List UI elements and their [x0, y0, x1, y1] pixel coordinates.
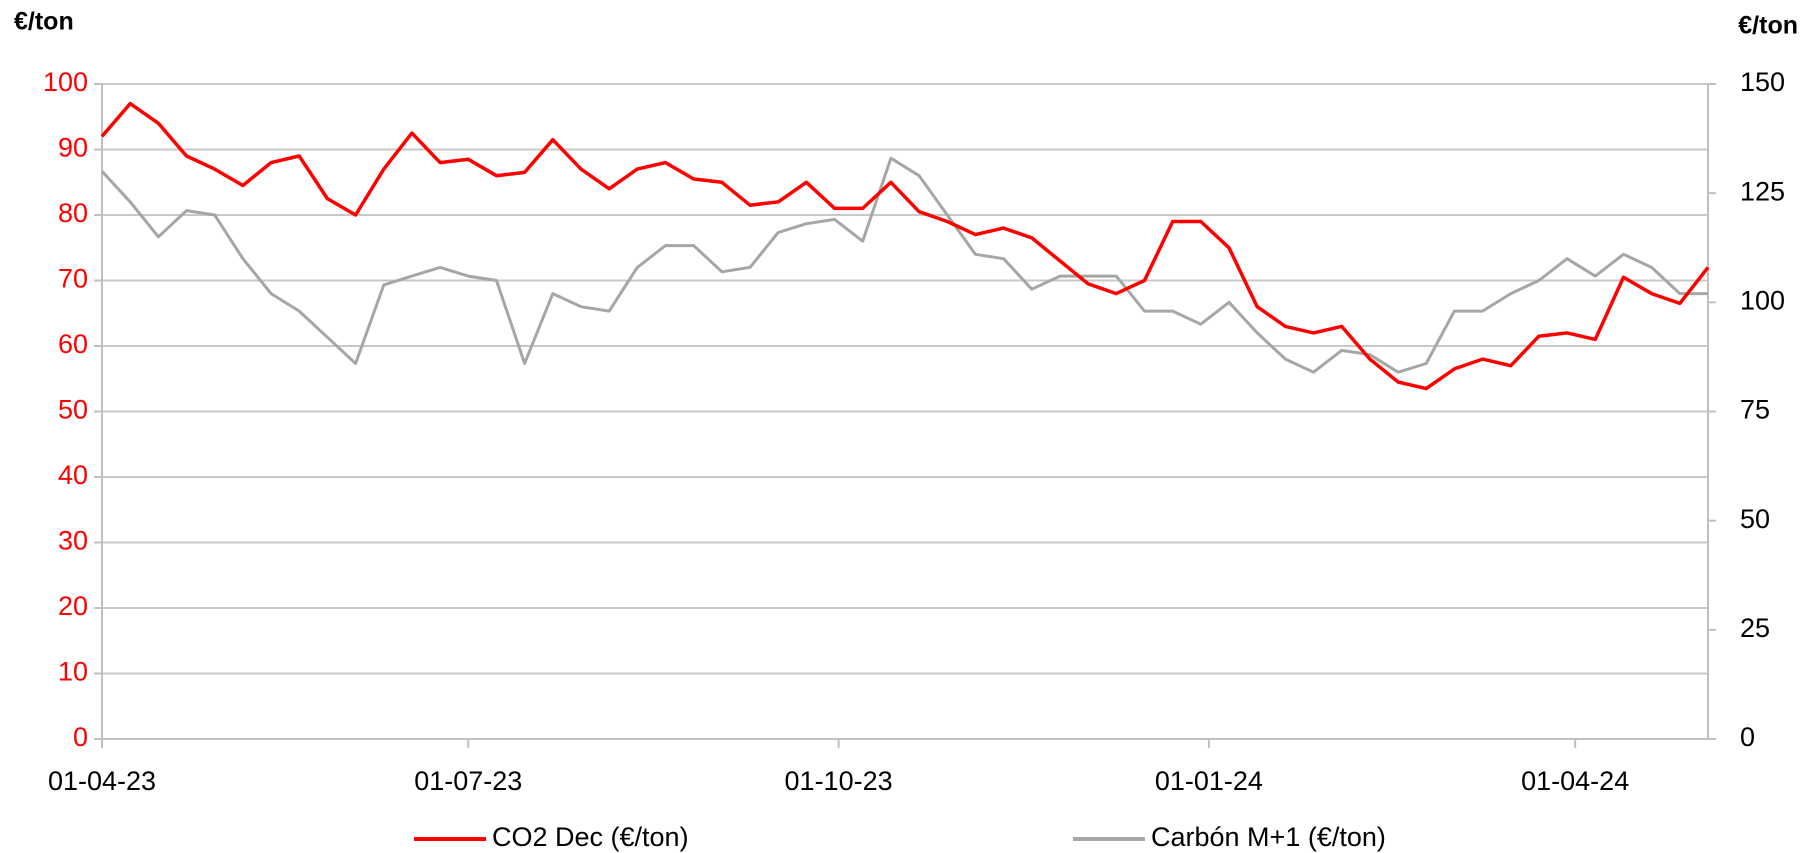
- y2-tick-label: 100: [1740, 285, 1785, 315]
- y-tick-label: 10: [58, 657, 88, 687]
- series-line: [100, 101, 1710, 391]
- series-line: [100, 156, 1708, 374]
- y-tick-label: 0: [73, 722, 88, 752]
- legend-label: Carbón M+1 (€/ton): [1151, 822, 1386, 852]
- legend-label: CO2 Dec (€/ton): [492, 822, 689, 852]
- y-tick-label: 50: [58, 395, 88, 425]
- y-tick-label: 30: [58, 526, 88, 556]
- y-tick-label: 40: [58, 460, 88, 490]
- x-tick-label: 01-01-24: [1155, 766, 1263, 796]
- y-tick-label: 20: [58, 591, 88, 621]
- y2-tick-label: 50: [1740, 504, 1770, 534]
- y-tick-label: 80: [58, 198, 88, 228]
- x-tick-label: 01-04-24: [1521, 766, 1629, 796]
- y2-tick-label: 25: [1740, 613, 1770, 643]
- y2-tick-label: 75: [1740, 395, 1770, 425]
- x-tick-label: 01-04-23: [48, 766, 156, 796]
- x-tick-label: 01-07-23: [414, 766, 522, 796]
- y-axis-label: €/ton: [14, 8, 74, 36]
- y2-tick-label: 0: [1740, 722, 1755, 752]
- x-tick-label: 01-10-23: [785, 766, 893, 796]
- y-tick-label: 70: [58, 264, 88, 294]
- y2-tick-label: 150: [1740, 67, 1785, 97]
- y2-axis-label: €/ton: [1738, 12, 1798, 40]
- y-tick-label: 60: [58, 329, 88, 359]
- y2-tick-label: 125: [1740, 176, 1785, 206]
- y-tick-label: 90: [58, 133, 88, 163]
- y-tick-label: 100: [43, 67, 88, 97]
